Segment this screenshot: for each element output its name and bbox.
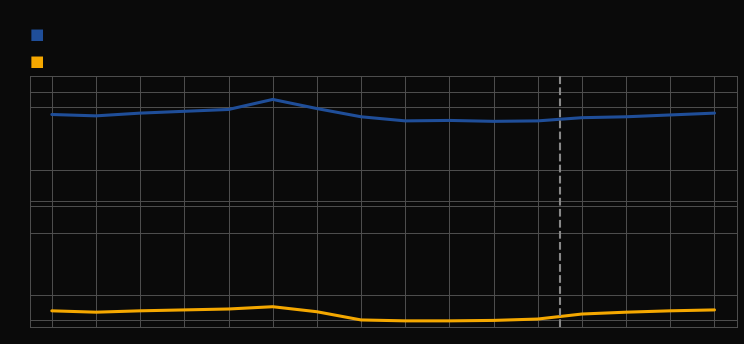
- Text: ■: ■: [30, 27, 44, 42]
- Text: ■: ■: [30, 54, 44, 69]
